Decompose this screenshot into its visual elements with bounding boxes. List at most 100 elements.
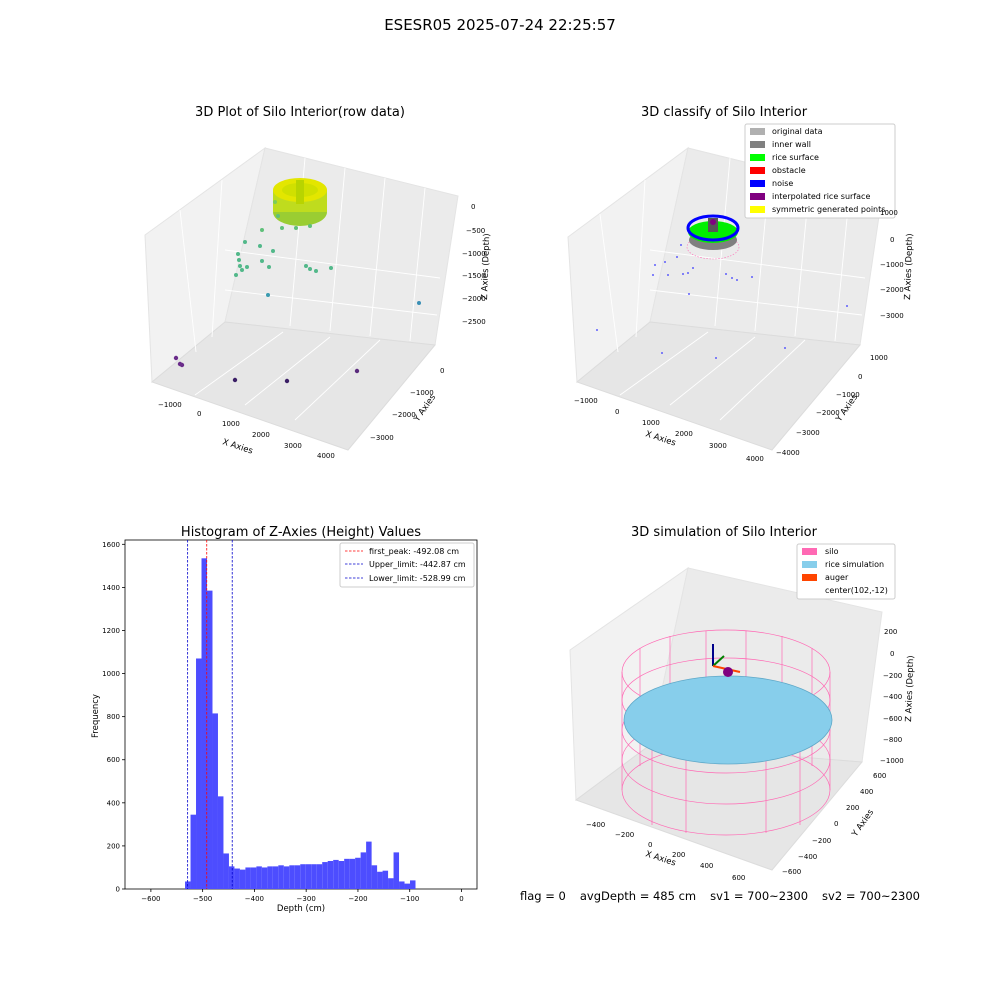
classify-xtick: −1000 (574, 397, 598, 405)
hist-plot-area (124, 539, 478, 890)
hist-bar (228, 866, 235, 889)
legend-auger-label: auger (825, 573, 849, 582)
hist-bar (338, 860, 345, 889)
hist-bar (294, 865, 301, 889)
legend-first-peak: first_peak: -492.08 cm (369, 547, 459, 556)
raw-ztick: −1500 (462, 272, 486, 280)
legend-inner-wall-swatch (750, 141, 765, 148)
classify-ytick: −4000 (776, 449, 800, 457)
hist-bar (217, 796, 224, 889)
sim-xtick: 400 (700, 862, 713, 870)
hist-bar (311, 864, 317, 889)
hist-bar (272, 866, 279, 889)
raw-xtick: 3000 (284, 442, 302, 450)
legend-interpolated-label: interpolated rice surface (772, 192, 870, 201)
hist-xtick-label: −400 (245, 895, 264, 903)
hist-xtick-label: −300 (297, 895, 316, 903)
hist-bar (355, 857, 361, 889)
raw-grid (179, 157, 441, 421)
hist-bar (399, 881, 405, 889)
hist-bar (366, 841, 372, 889)
sim-ztick: −200 (883, 672, 902, 680)
raw-ztick: 0 (471, 203, 475, 211)
classify-ytick: 1000 (870, 354, 888, 362)
hist-bar (261, 867, 268, 889)
legend-rice-sim-swatch (802, 561, 817, 568)
classify-ztick: −2000 (880, 286, 904, 294)
sim-ytick: −200 (812, 837, 831, 845)
sim-ztick: −1000 (880, 757, 904, 765)
classify-x-ticks: −1000 0 1000 2000 3000 4000 (574, 397, 764, 463)
hist-bar (371, 865, 378, 889)
hist-bar (190, 814, 197, 889)
raw-xtick: 0 (197, 410, 201, 418)
hist-bar (223, 853, 229, 889)
sim-ztick: 200 (884, 628, 897, 636)
classify-floor-pane (575, 321, 861, 451)
classify-3d-plot: 3D classify of Silo Interior original da… (567, 105, 915, 463)
simulation-plot-title: 3D simulation of Silo Interior (631, 525, 818, 540)
classify-ztick: 0 (890, 236, 894, 244)
hist-bar (250, 867, 257, 889)
hist-bar (289, 865, 295, 889)
raw-ytick: −2000 (392, 411, 416, 419)
raw-data-3d-plot: 3D Plot of Silo Interior(row data) (144, 105, 492, 460)
legend-original-swatch (750, 128, 765, 135)
raw-floor-pane (150, 321, 436, 451)
sim-auger (712, 644, 741, 677)
hist-ytick-label: 1600 (102, 541, 120, 549)
legend-original-label: original data (772, 127, 823, 136)
raw-x-ticks: −1000 0 1000 2000 3000 4000 (158, 401, 335, 460)
hist-ytick-label: 400 (107, 799, 120, 807)
raw-ytick: −3000 (370, 434, 394, 442)
sim-ztick: −800 (883, 736, 902, 744)
hist-bar (267, 866, 273, 889)
raw-xtick: 1000 (222, 420, 240, 428)
hist-title: Histogram of Z-Axies (Height) Values (181, 525, 421, 540)
raw-ztick: −2500 (462, 318, 486, 326)
sim-ytick: 200 (846, 804, 859, 812)
classify-ytick: 0 (858, 373, 862, 381)
sim-xtick: 200 (672, 851, 685, 859)
legend-symmetric-label: symmetric generated points (772, 205, 885, 214)
hist-xtick-label: −100 (400, 895, 419, 903)
hist-ytick-label: 0 (116, 886, 120, 894)
hist-bar (212, 713, 218, 889)
classify-xtick: 4000 (746, 455, 764, 463)
sim-ytick: 0 (834, 820, 838, 828)
classify-silo (686, 214, 740, 260)
legend-silo-label: silo (825, 547, 839, 556)
classify-zlabel: Z Axies (Depth) (903, 233, 915, 300)
legend-rice-surface-label: rice surface (772, 153, 819, 162)
hist-bar (256, 866, 262, 889)
hist-bar (393, 852, 400, 889)
hist-xtick-label: −500 (193, 895, 212, 903)
raw-ztick: −500 (466, 227, 485, 235)
sim-ylabel: Y Axies (850, 807, 877, 839)
hist-bar (245, 867, 251, 889)
raw-xtick: 4000 (317, 452, 335, 460)
sim-floor-pane (574, 744, 864, 871)
hist-bar (206, 590, 213, 889)
classify-ytick: −2000 (816, 409, 840, 417)
legend-rice-surface-swatch (750, 154, 765, 161)
sim-legend: silo rice simulation auger center(102,-1… (796, 543, 896, 600)
classify-ytick: −1000 (836, 391, 860, 399)
classify-z-ticks: 1000 0 −1000 −2000 −3000 (880, 209, 904, 320)
legend-inner-wall-label: inner wall (772, 140, 811, 149)
classify-xlabel: X Axies (644, 429, 677, 448)
classify-xtick: 1000 (642, 419, 660, 427)
status-sv2: sv2 = 700~2300 (822, 889, 920, 903)
raw-ytick: 0 (440, 367, 444, 375)
classify-xtick: 3000 (709, 442, 727, 450)
raw-z-ticks: 0 −500 −1000 −1500 −2000 −2500 (462, 203, 486, 326)
hist-bar (305, 864, 312, 889)
hist-bar (333, 859, 339, 889)
sim-ztick: 0 (890, 650, 894, 658)
sim-ztick: −400 (883, 693, 902, 701)
raw-ytick: −1000 (410, 389, 434, 397)
sim-ytick: 400 (860, 788, 873, 796)
legend-interpolated-swatch (750, 193, 765, 200)
legend-noise-label: noise (772, 179, 793, 188)
raw-ztick: −1000 (462, 250, 486, 258)
